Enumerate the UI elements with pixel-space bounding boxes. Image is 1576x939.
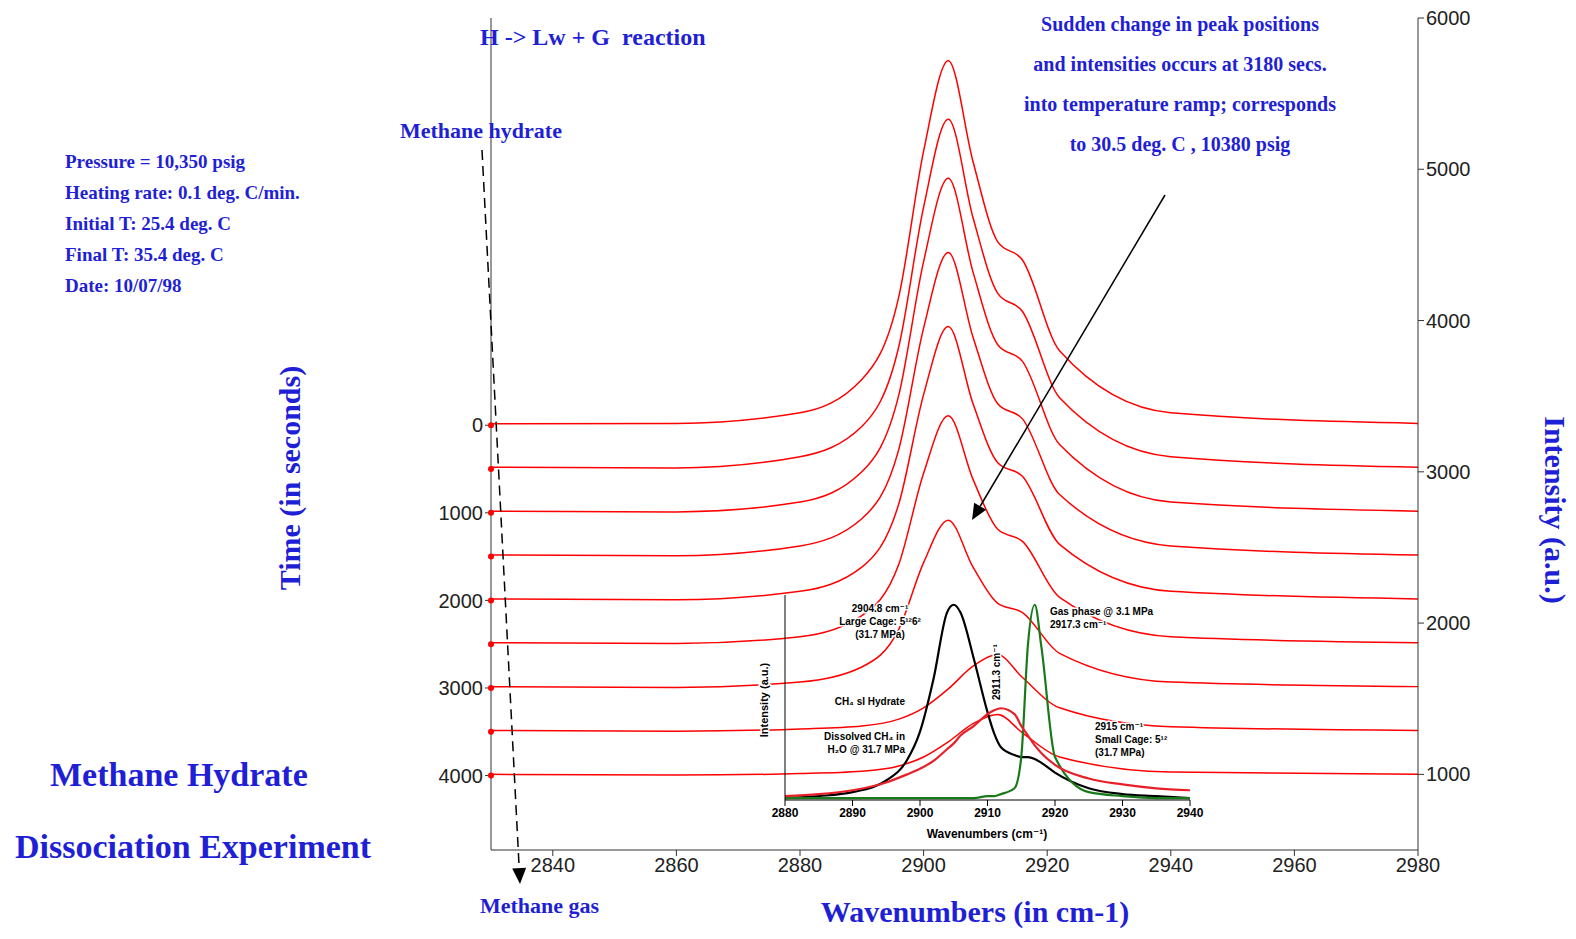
svg-text:6000: 6000 [1426, 7, 1471, 29]
svg-text:into temperature ramp; corresp: into temperature ramp; corresponds [1024, 93, 1336, 116]
svg-text:Intensity (a.u.): Intensity (a.u.) [1538, 416, 1572, 604]
svg-text:3000: 3000 [1426, 461, 1471, 483]
svg-text:1000: 1000 [439, 502, 484, 524]
svg-text:2940: 2940 [1177, 806, 1204, 820]
svg-text:Wavenumbers (cm⁻¹): Wavenumbers (cm⁻¹) [927, 827, 1048, 841]
svg-text:2900: 2900 [907, 806, 934, 820]
svg-text:Dissolved CH₄ in: Dissolved CH₄ in [824, 731, 905, 742]
svg-text:Initial T: 25.4 deg. C: Initial T: 25.4 deg. C [65, 213, 231, 234]
svg-text:4000: 4000 [1426, 310, 1471, 332]
svg-text:2920: 2920 [1025, 854, 1070, 876]
svg-text:2880: 2880 [778, 854, 823, 876]
svg-text:2880: 2880 [772, 806, 799, 820]
svg-text:2000: 2000 [439, 590, 484, 612]
svg-text:Dissociation Experiment: Dissociation Experiment [15, 828, 372, 865]
svg-text:Gas phase @ 3.1 MPa: Gas phase @ 3.1 MPa [1050, 606, 1154, 617]
svg-text:H₂O @ 31.7 MPa: H₂O @ 31.7 MPa [827, 744, 905, 755]
svg-text:Date: 10/07/98: Date: 10/07/98 [65, 275, 182, 296]
svg-text:Methane Hydrate: Methane Hydrate [50, 756, 308, 793]
svg-text:to 30.5 deg. C , 10380 psig: to 30.5 deg. C , 10380 psig [1070, 133, 1291, 156]
svg-text:2900: 2900 [901, 854, 946, 876]
svg-text:2980: 2980 [1396, 854, 1441, 876]
svg-text:2930: 2930 [1109, 806, 1136, 820]
svg-text:2890: 2890 [839, 806, 866, 820]
svg-text:Methane hydrate: Methane hydrate [400, 118, 562, 143]
svg-text:Final T: 35.4 deg. C: Final T: 35.4 deg. C [65, 244, 224, 265]
svg-text:2960: 2960 [1272, 854, 1317, 876]
svg-text:2910: 2910 [974, 806, 1001, 820]
svg-text:Wavenumbers (in cm-1): Wavenumbers (in cm-1) [821, 895, 1129, 929]
svg-text:2860: 2860 [654, 854, 699, 876]
svg-text:4000: 4000 [439, 765, 484, 787]
svg-text:Heating rate: 0.1 deg. C/min.: Heating rate: 0.1 deg. C/min. [65, 182, 300, 203]
svg-text:2840: 2840 [531, 854, 576, 876]
svg-text:2915 cm⁻¹: 2915 cm⁻¹ [1095, 721, 1144, 732]
svg-text:Intensity (a.u.): Intensity (a.u.) [758, 662, 770, 737]
svg-text:Methane gas: Methane gas [480, 893, 600, 918]
svg-text:Pressure = 10,350 psig: Pressure = 10,350 psig [65, 151, 246, 172]
svg-text:2911.3 cm⁻¹: 2911.3 cm⁻¹ [991, 643, 1002, 700]
svg-text:0: 0 [472, 414, 483, 436]
svg-text:Sudden change in peak position: Sudden change in peak positions [1041, 13, 1319, 36]
svg-text:2000: 2000 [1426, 612, 1471, 634]
svg-text:2917.3 cm⁻¹: 2917.3 cm⁻¹ [1050, 619, 1107, 630]
svg-text:H -> Lw + G reaction: H -> Lw + G reaction [480, 24, 706, 50]
svg-text:3000: 3000 [439, 677, 484, 699]
svg-text:Time (in seconds): Time (in seconds) [273, 366, 307, 590]
svg-text:Small Cage: 5¹²: Small Cage: 5¹² [1095, 734, 1168, 745]
svg-text:1000: 1000 [1426, 763, 1471, 785]
svg-text:CH₄ sI Hydrate: CH₄ sI Hydrate [835, 696, 906, 707]
svg-text:and intensities occurs at 3180: and intensities occurs at 3180 secs. [1033, 53, 1326, 75]
svg-text:5000: 5000 [1426, 158, 1471, 180]
svg-text:(31.7 MPa): (31.7 MPa) [855, 629, 904, 640]
svg-text:2920: 2920 [1042, 806, 1069, 820]
svg-text:(31.7 MPa): (31.7 MPa) [1095, 747, 1144, 758]
svg-text:2940: 2940 [1149, 854, 1194, 876]
svg-text:Large Cage: 5¹²6²: Large Cage: 5¹²6² [839, 616, 921, 627]
svg-text:2904.8 cm⁻¹: 2904.8 cm⁻¹ [852, 603, 909, 614]
